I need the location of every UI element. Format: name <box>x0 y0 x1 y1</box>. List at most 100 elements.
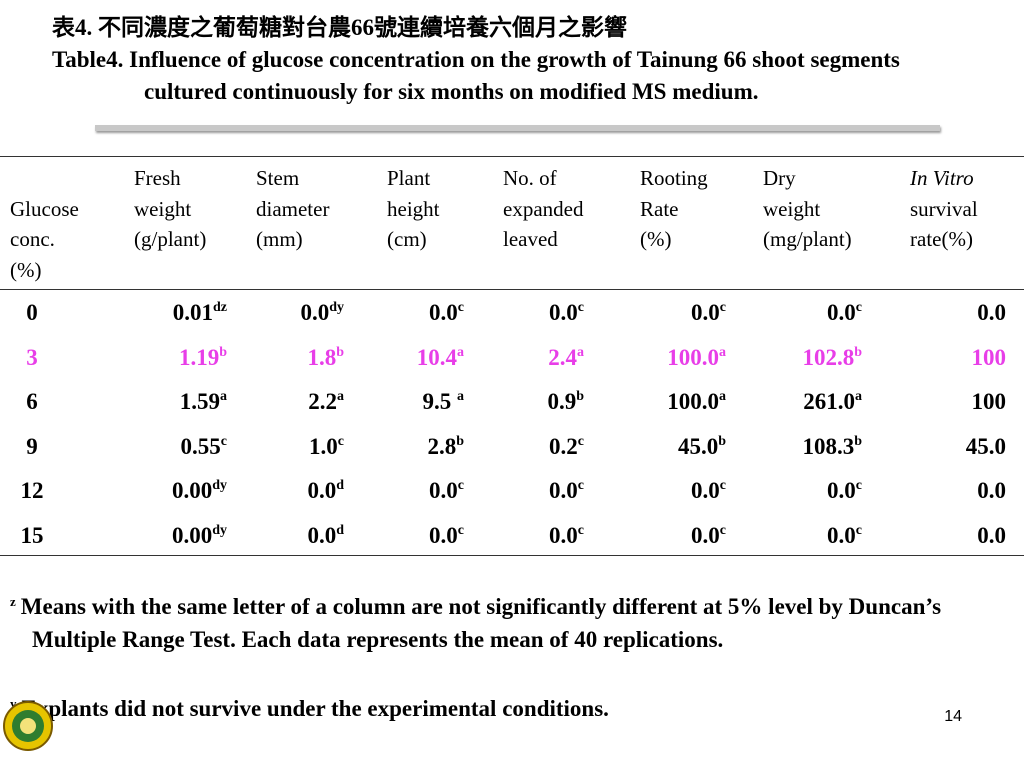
cell-value: 9 <box>26 433 38 459</box>
header-line: diameter <box>256 196 330 221</box>
cell: 108.3b <box>802 434 862 460</box>
cell: 0.0c <box>691 523 726 549</box>
cell: 12 <box>21 478 44 504</box>
cell-value: 0.0 <box>977 478 1006 504</box>
cell-value: 0.0 <box>827 300 856 325</box>
cell: 100 <box>972 389 1007 415</box>
cell-superscript: c <box>577 433 584 449</box>
cell-value: 9.5 <box>422 389 457 415</box>
cell-value: 261.0 <box>803 389 855 415</box>
cell-value: 0.55 <box>180 433 221 459</box>
cell: 45.0 <box>966 434 1006 460</box>
header-line: leaved <box>503 227 558 251</box>
header-line: Glucose <box>10 196 79 221</box>
cell: 1.8b <box>307 345 344 371</box>
cell-value: 1.8 <box>307 344 337 370</box>
cell: 0.0 <box>977 523 1006 549</box>
header-line: (mm) <box>256 227 303 251</box>
cell: 0.0c <box>691 300 726 326</box>
footnote: y Explants did not survive under the expe… <box>10 687 1015 725</box>
cell: 100.0a <box>667 389 726 415</box>
cell-superscript: dy <box>212 523 227 538</box>
cell-superscript: dz <box>213 300 227 315</box>
cell: 0.0c <box>827 300 862 326</box>
cell-superscript: a <box>577 344 584 360</box>
cell-value: 6 <box>26 389 38 415</box>
cell: 0.0 <box>977 478 1006 504</box>
cell-value: 0.01 <box>172 300 213 325</box>
header-line: Stem <box>256 166 300 190</box>
cell-superscript: a <box>719 344 726 360</box>
cell-superscript: c <box>577 523 584 538</box>
cell: 0.00dy <box>172 478 227 504</box>
cell: 2.4a <box>548 345 584 371</box>
cell-value: 45.0 <box>965 433 1006 459</box>
header-line: No. of <box>503 166 557 190</box>
cell: 0.0c <box>827 523 862 549</box>
cell-value: 2.2 <box>308 389 337 415</box>
cell-value: 0.0 <box>827 523 856 548</box>
cell-superscript: d <box>336 523 344 538</box>
cell-value: 100.0 <box>667 344 719 370</box>
cell-value: 0.0 <box>429 300 458 325</box>
cell: 0.0dy <box>300 300 344 326</box>
cell: 10.4a <box>417 345 464 371</box>
footnote-mark: y <box>10 696 17 711</box>
cell: 100 <box>972 345 1007 371</box>
cell-value: 15 <box>20 523 44 548</box>
cell-value: 0.2 <box>549 433 578 459</box>
cell-value: 0 <box>26 300 38 325</box>
cell-superscript: c <box>855 300 862 315</box>
cell-value: 2.4 <box>548 344 577 370</box>
cell: 1.59a <box>180 389 227 415</box>
cell: 0.9b <box>547 389 584 415</box>
cell: 100.0a <box>667 345 726 371</box>
cell-superscript: a <box>855 389 862 405</box>
cell: 2.8b <box>427 434 464 460</box>
cell-value: 0.0 <box>691 300 720 325</box>
cell: 0.0c <box>549 523 584 549</box>
cell: 45.0b <box>678 434 726 460</box>
cell-superscript: b <box>718 433 726 449</box>
cell-superscript: a <box>337 389 344 405</box>
cell-superscript: c <box>855 478 862 494</box>
cell: 3 <box>26 345 38 371</box>
cell: 0.0c <box>549 478 584 504</box>
cell-value: 10.4 <box>416 344 457 370</box>
cell-value: 0.0 <box>691 478 720 504</box>
cell-superscript: b <box>854 433 862 449</box>
header-line: weight <box>763 196 821 221</box>
header-line: Dry <box>763 166 796 190</box>
cell-value: 0.0 <box>307 478 337 504</box>
cell-superscript: b <box>336 344 344 360</box>
cell: 0 <box>26 300 38 326</box>
cell-value: 0.0 <box>691 523 720 548</box>
cell: 1.0c <box>309 434 344 460</box>
cell-value: 0.0 <box>549 523 578 548</box>
cell-value: 100 <box>971 344 1007 370</box>
cell: 0.0 <box>977 300 1006 326</box>
cell-superscript: b <box>854 344 862 360</box>
cell-superscript: a <box>220 389 227 405</box>
header-line: height <box>387 196 440 221</box>
header-line: rate(%) <box>910 227 973 251</box>
cell-value: 0.0 <box>307 523 337 548</box>
cell-superscript: c <box>855 523 862 538</box>
cell: 2.2a <box>308 389 344 415</box>
cell-value: 0.0 <box>549 300 578 325</box>
table-rule <box>0 156 1024 157</box>
cell-value: 0.0 <box>827 478 856 504</box>
cell: 15 <box>21 523 44 549</box>
cell-value: 0.00 <box>171 478 213 504</box>
cell-value: 45.0 <box>677 433 719 459</box>
cell-value: 12 <box>20 478 44 504</box>
cell-value: 0.0 <box>429 523 458 548</box>
cell-superscript: c <box>719 523 726 538</box>
footnote-text: Means with the same letter of a column a… <box>20 594 942 652</box>
cell-superscript: a <box>457 344 464 360</box>
cell-superscript: a <box>719 389 726 405</box>
header-line: (%) <box>640 227 672 251</box>
cell-value: 1.59 <box>179 389 220 415</box>
cell-superscript: c <box>577 300 584 315</box>
header-line: (%) <box>10 257 42 282</box>
